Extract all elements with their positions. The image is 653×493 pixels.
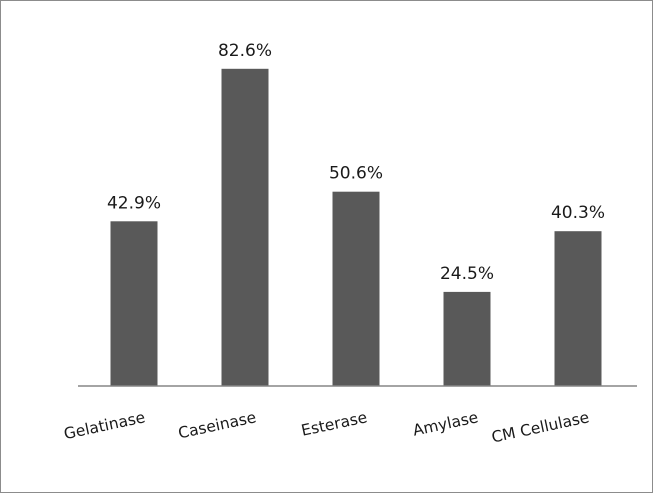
x-tick-label-caseinase: Caseinase [177,408,258,442]
x-tick-label-cm-cellulase: CM Cellulase [490,408,591,446]
x-tick-labels-group: Gelatinase Caseinase Esterase Amylase CM Cel… [62,408,591,446]
value-label-gelatinase: 42.9% [107,193,161,213]
value-label-cm-cellulase: 40.3% [551,203,605,223]
value-label-caseinase: 82.6% [218,41,272,61]
value-label-esterase: 50.6% [329,164,383,184]
value-label-amylase: 24.5% [440,264,494,284]
bar-cm-cellulase [554,231,602,386]
value-labels-group: 42.9% 82.6% 50.6% 24.5% 40.3% [107,41,605,284]
bar-amylase [443,291,491,386]
bar-caseinase [221,68,269,387]
bars-group [110,68,602,387]
x-tick-label-amylase: Amylase [411,408,480,439]
x-tick-label-gelatinase: Gelatinase [62,408,147,443]
bar-esterase [332,191,380,386]
x-tick-label-esterase: Esterase [300,408,369,440]
bar-gelatinase [110,221,158,386]
